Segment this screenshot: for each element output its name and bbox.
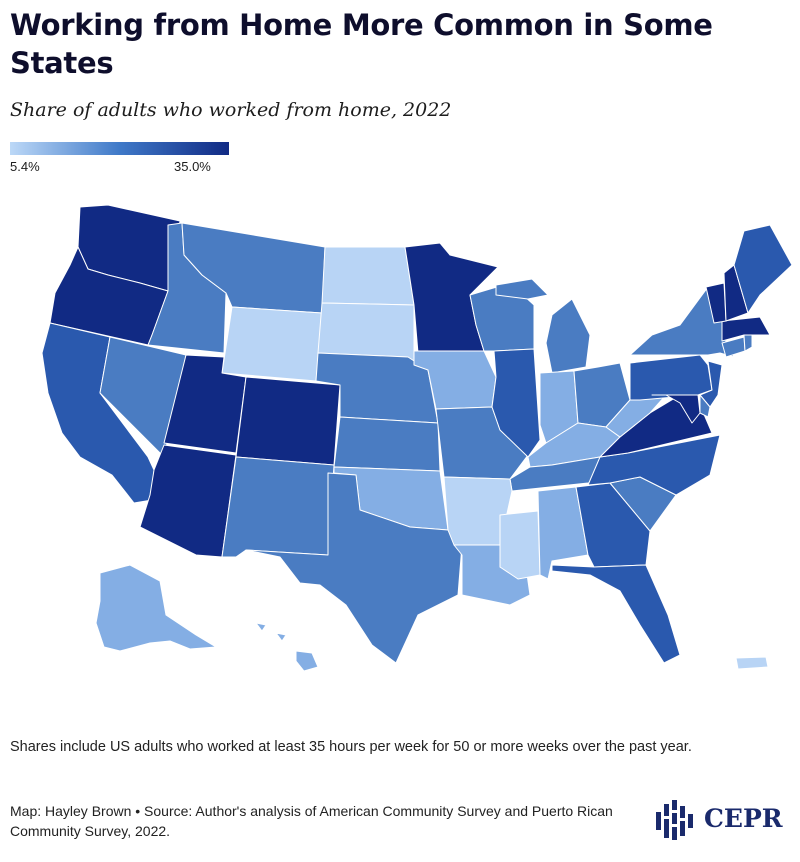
state-nv bbox=[99, 336, 187, 458]
state-mi bbox=[495, 278, 591, 374]
legend-max-label: 35.0% bbox=[174, 159, 211, 174]
state-ak bbox=[95, 564, 217, 652]
state-tx bbox=[245, 472, 463, 664]
map-subtitle: Share of adults who worked from home, 20… bbox=[10, 99, 452, 121]
cepr-logo: CEPR bbox=[652, 798, 792, 842]
state-pa bbox=[629, 354, 713, 401]
source-credit: Map: Hayley Brown • Source: Author's ana… bbox=[10, 803, 613, 839]
state-nm bbox=[221, 456, 335, 558]
state-ri bbox=[743, 334, 753, 352]
state-fl bbox=[551, 564, 681, 664]
state-hi bbox=[255, 622, 319, 672]
state-co bbox=[235, 376, 341, 466]
cepr-mark-icon bbox=[656, 800, 693, 840]
state-me bbox=[733, 224, 793, 314]
state-de bbox=[699, 394, 711, 418]
state-il bbox=[491, 348, 541, 458]
legend-min-label: 5.4% bbox=[10, 159, 40, 174]
state-az bbox=[139, 444, 237, 558]
map-title: Working from Home More Common in Some St… bbox=[10, 8, 713, 80]
state-pr bbox=[735, 656, 769, 670]
us-choropleth-map bbox=[41, 204, 793, 672]
state-md bbox=[651, 394, 701, 424]
state-nd bbox=[321, 246, 415, 306]
footnote: Shares include US adults who worked at l… bbox=[10, 739, 692, 755]
legend-gradient-bar bbox=[10, 142, 229, 155]
state-ms bbox=[499, 510, 541, 580]
state-ma bbox=[721, 316, 771, 342]
state-ks bbox=[333, 416, 441, 472]
state-wy bbox=[221, 306, 323, 382]
logo-text: CEPR bbox=[704, 804, 783, 833]
state-nc bbox=[587, 434, 721, 496]
